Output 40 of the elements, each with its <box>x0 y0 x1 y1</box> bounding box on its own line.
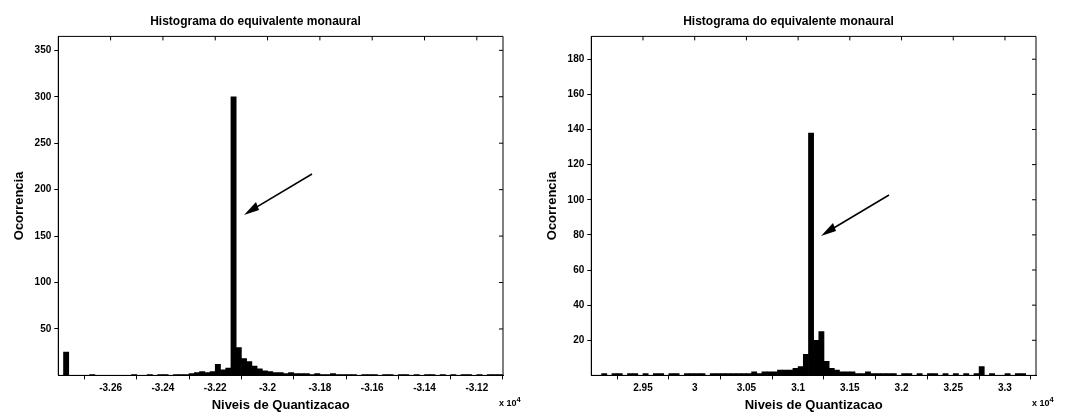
text: x 10$^{4}$ <box>499 395 521 409</box>
text: x 10$^{4}$ <box>1032 395 1054 409</box>
y-tick-label: 40 <box>573 298 585 310</box>
chart-title: Histograma do equivalente monaural <box>150 13 361 28</box>
y-tick-label: 150 <box>34 229 52 241</box>
x-tick-label: 3.05 <box>736 382 757 394</box>
x-axis-title: Niveis de Quantizacao <box>744 396 883 412</box>
x-tick-label: 3.25 <box>943 382 964 394</box>
y-axis-title: Ocorrencia <box>11 170 27 241</box>
y-tick-label: 100 <box>34 276 52 288</box>
x-tick-label: -3.18 <box>308 382 332 394</box>
y-tick-label: 350 <box>34 44 52 56</box>
y-tick-label: 180 <box>567 52 585 64</box>
x-tick-label: -3.22 <box>203 382 228 394</box>
x-tick-label: 3 <box>691 382 698 394</box>
chart-title: Histograma do equivalente monaural <box>683 13 894 28</box>
y-tick-label: 50 <box>40 322 52 334</box>
x-tick-label: 2.95 <box>633 382 654 394</box>
x-tick-label: -3.24 <box>151 382 175 394</box>
y-axis-title: Ocorrencia <box>544 170 560 241</box>
y-tick-label: 250 <box>34 136 52 148</box>
y-tick-label: 160 <box>567 88 585 100</box>
x-tick-label: -3.14 <box>413 382 437 394</box>
y-tick-label: 20 <box>573 334 585 346</box>
y-tick-label: 80 <box>573 228 585 240</box>
x-tick-label: 3.2 <box>894 382 909 394</box>
x-tick-label: 3.15 <box>840 382 861 394</box>
y-tick-label: 140 <box>567 123 585 135</box>
x-axis-title: Niveis de Quantizacao <box>211 396 350 412</box>
x-tick-label: -3.12 <box>465 382 489 394</box>
y-tick-label: 200 <box>34 183 52 195</box>
y-tick-label: 120 <box>567 158 585 170</box>
x-tick-label: 3.1 <box>791 382 806 394</box>
y-tick-label: 100 <box>567 193 585 205</box>
y-tick-label: 300 <box>34 90 52 102</box>
y-tick-label: 60 <box>573 263 585 275</box>
x-tick-label: 3.3 <box>998 382 1013 394</box>
x-tick-label: -3.16 <box>360 382 385 394</box>
x-tick-label: -3.26 <box>99 382 123 394</box>
x-tick-label: -3.2 <box>258 382 277 394</box>
